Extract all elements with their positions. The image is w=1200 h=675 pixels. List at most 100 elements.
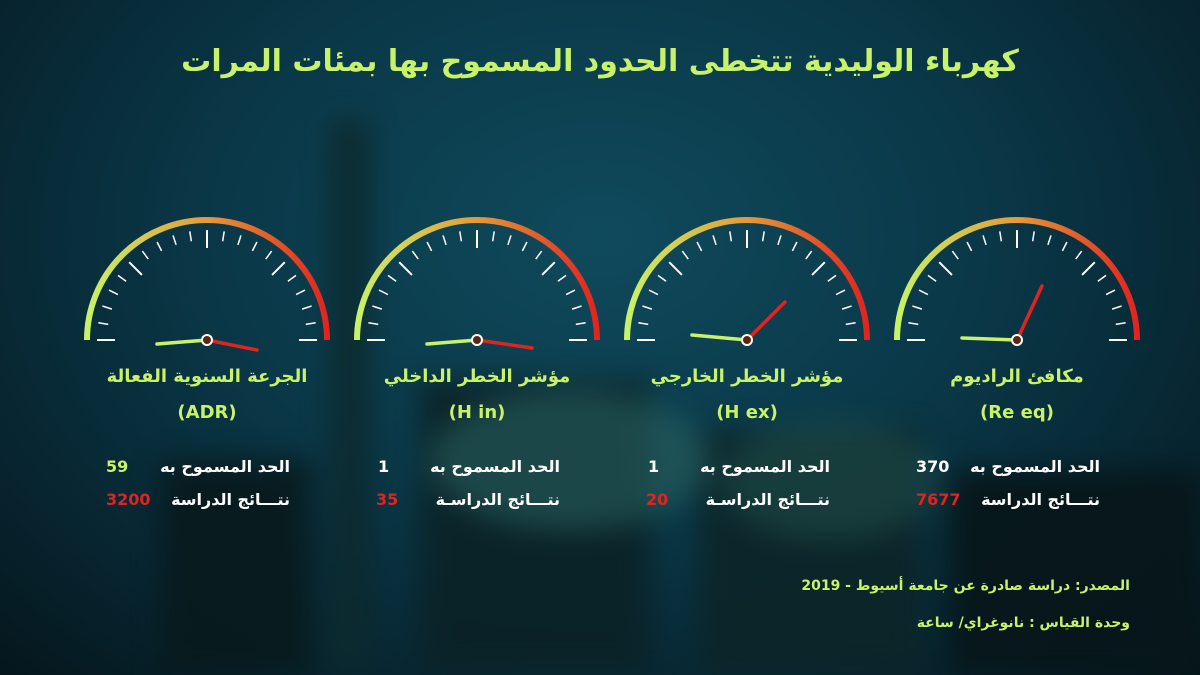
- gauge-tick: [442, 235, 447, 246]
- gauge-tick: [411, 250, 419, 260]
- gauge-tick: [221, 231, 225, 242]
- annual-dose-gauge: [84, 217, 330, 352]
- gauge-tick: [156, 241, 163, 252]
- gauge-tick: [827, 274, 837, 282]
- gauge-tick: [761, 231, 765, 242]
- study-result-row-external: نتـــائج الدراسـة 20: [630, 490, 830, 514]
- gauge-tick: [1075, 250, 1083, 260]
- gauge-tick: [459, 231, 463, 242]
- gauge-tick: [696, 241, 703, 252]
- allowed-limit-row-internal: الحد المسموح به 1: [360, 457, 560, 481]
- gauge-tick: [128, 261, 143, 276]
- gauge-tick: [938, 261, 953, 276]
- gauge-tick: [805, 250, 813, 260]
- internal-hazard-gauge: [354, 217, 600, 350]
- gauge-abbr-adr: (ADR): [177, 402, 237, 423]
- gauge-tick: [927, 274, 937, 282]
- gauge-tick: [712, 235, 717, 246]
- gauge-tick: [368, 322, 379, 326]
- gauge-tick: [777, 235, 782, 246]
- study-result-label: نتـــائج الدراسة: [171, 490, 290, 509]
- gauge-tick: [565, 289, 576, 296]
- gauge-abbr-external: (H ex): [716, 402, 778, 423]
- gauge-tick: [102, 305, 113, 310]
- gauge-tick: [271, 261, 286, 276]
- gauge-tick: [172, 235, 177, 246]
- page-title: كهرباء الوليدية تتخطى الحدود المسموح بها…: [181, 44, 1019, 79]
- allowed-limit-label: الحد المسموح به: [160, 457, 290, 476]
- gauge-name-radium: مكافئ الراديوم: [950, 366, 1084, 387]
- gauge-abbr-internal: (H in): [448, 402, 506, 423]
- gauge-tick: [1061, 241, 1068, 252]
- gauge-tick: [1097, 274, 1107, 282]
- gauge-tick: [845, 322, 856, 326]
- gauge-tick: [521, 241, 528, 252]
- study-result-value: 20: [646, 490, 669, 509]
- gauge-tick: [108, 289, 119, 296]
- gauge-tick: [999, 231, 1003, 242]
- gauge-tick: [951, 250, 959, 260]
- gauge-tick: [426, 241, 433, 252]
- study-result-label: نتـــائج الدراسـة: [705, 490, 830, 509]
- study-result-label: نتـــائج الدراسـة: [435, 490, 560, 509]
- gauge-tick: [265, 250, 273, 260]
- study-result-value: 35: [376, 490, 399, 509]
- gauge-tick: [295, 289, 306, 296]
- gauge-tick: [1031, 231, 1035, 242]
- gauge-tick: [918, 289, 929, 296]
- gauge-tick: [908, 322, 919, 326]
- allowed-limit-value: 59: [106, 457, 129, 476]
- study-result-label: نتـــائج الدراسة: [981, 490, 1100, 509]
- gauge-tick: [98, 322, 109, 326]
- gauge-tick: [541, 261, 556, 276]
- gauge-tick: [287, 274, 297, 282]
- gauge-tick: [575, 322, 586, 326]
- gauge-tick: [398, 261, 413, 276]
- gauge-tick: [535, 250, 543, 260]
- gauge-tick: [1081, 261, 1096, 276]
- gauge-tick: [835, 289, 846, 296]
- gauge-tick: [681, 250, 689, 260]
- gauge-name-external: مؤشر الخطر الخارجي: [650, 366, 844, 387]
- allowed-limit-value: 1: [378, 457, 390, 476]
- gauge-tick: [378, 289, 389, 296]
- gauge-name-adr: الجرعة السنوية الفعالة: [106, 366, 308, 387]
- gauge-tick: [372, 305, 383, 310]
- source-note: المصدر: دراسة صادرة عن جامعة أسيوط - 201…: [801, 578, 1130, 594]
- gauge-tick: [301, 305, 312, 310]
- gauge-tick: [811, 261, 826, 276]
- study-result-row-radium: نتـــائج الدراسة 7677: [900, 490, 1100, 514]
- allowed-limit-label: الحد المسموح به: [430, 457, 560, 476]
- gauge-tick: [642, 305, 653, 310]
- allowed-limit-row-adr: الحد المسموح به 59: [90, 457, 290, 481]
- gauge-tick: [491, 231, 495, 242]
- gauge-tick: [791, 241, 798, 252]
- gauge-abbr-radium: (Re eq): [980, 402, 1054, 423]
- gauge-tick: [387, 274, 397, 282]
- gauge-tick: [557, 274, 567, 282]
- gauge-tick: [648, 289, 659, 296]
- gauge-tick: [657, 274, 667, 282]
- gauge-tick: [305, 322, 316, 326]
- gauge-tick: [638, 322, 649, 326]
- gauge-tick: [189, 231, 193, 242]
- gauge-tick: [571, 305, 582, 310]
- allowed-limit-row-external: الحد المسموح به 1: [630, 457, 830, 481]
- gauge-tick: [507, 235, 512, 246]
- allowed-limit-value: 1: [648, 457, 660, 476]
- allowed-limit-label: الحد المسموح به: [970, 457, 1100, 476]
- study-result-value: 3200: [106, 490, 151, 509]
- radium-equivalent-gauge: [894, 217, 1140, 346]
- gauge-tick: [141, 250, 149, 260]
- gauge-tick: [1111, 305, 1122, 310]
- study-result-value: 7677: [916, 490, 961, 509]
- study-result-row-adr: نتـــائج الدراسة 3200: [90, 490, 290, 514]
- gauge-tick: [1047, 235, 1052, 246]
- gauge-name-internal: مؤشر الخطر الداخلي: [383, 366, 571, 387]
- allowed-limit-row-radium: الحد المسموح به 370: [900, 457, 1100, 481]
- gauge-tick: [982, 235, 987, 246]
- unit-note: وحدة القياس : نانوغراي/ ساعة: [916, 615, 1130, 631]
- gauge-tick: [668, 261, 683, 276]
- external-hazard-gauge: [624, 217, 870, 346]
